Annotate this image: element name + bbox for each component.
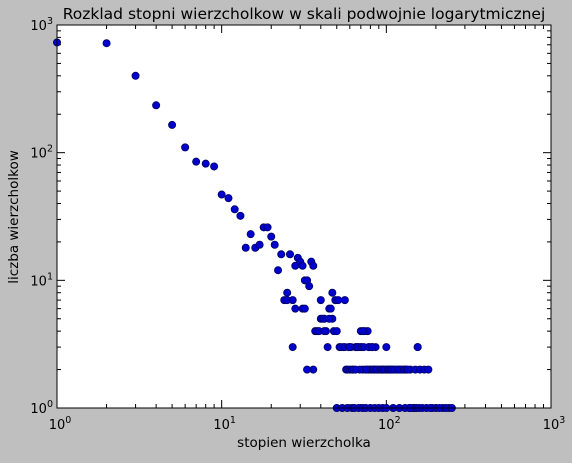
x-tick-label: 102 [378,415,401,433]
data-point [305,282,314,291]
data-point [309,261,318,270]
data-point [192,157,201,166]
axis-ticks [56,25,551,409]
data-point [201,159,210,168]
data-point [285,250,294,259]
tick-labels: 100 101 102 103 100 101 102 103 [30,16,565,433]
data-point [102,39,111,48]
data-point [255,240,264,249]
data-point [424,365,433,374]
data-point [181,143,190,152]
data-point [332,327,341,336]
data-point [283,288,292,297]
data-point [340,296,349,305]
data-point [210,162,219,171]
data-point [328,288,337,297]
chart-title: Rozklad stopni wierzcholkow w skali podw… [63,5,546,23]
x-tick-label: 100 [49,415,72,433]
data-point [274,266,283,275]
y-tick-label: 100 [30,399,53,417]
data-point [325,314,334,323]
data-point [217,190,226,199]
data-point [358,327,367,336]
data-point [345,343,354,352]
data-point [323,343,332,352]
x-axis-label: stopien wierzcholka [237,435,371,451]
data-point [230,205,239,214]
data-point [303,365,312,374]
data-point [403,365,412,374]
data-point [326,304,335,313]
data-point [152,101,161,110]
y-axis-label: liczba wierzcholkow [6,150,22,284]
data-point [246,230,255,239]
data-point [270,240,279,249]
data-point [263,223,272,232]
data-point [334,296,343,305]
data-point [351,365,360,374]
data-point [316,296,325,305]
data-point [277,250,286,259]
y-tick-label: 103 [30,16,53,34]
data-point [288,296,297,305]
x-tick-label: 101 [213,415,236,433]
data-point [241,243,250,252]
plot-frame [56,24,552,409]
data-point [288,343,297,352]
x-tick-label: 103 [543,415,566,433]
data-point [368,343,377,352]
data-point [320,327,329,336]
data-point [236,211,245,220]
data-point [168,120,177,129]
plot-area [57,25,551,408]
data-point [224,194,233,203]
data-point [413,343,422,352]
data-point [267,232,276,241]
y-tick-label: 101 [30,271,53,289]
data-point [131,71,140,80]
data-point [291,304,300,313]
data-point [300,304,309,313]
y-tick-label: 102 [30,144,53,162]
data-point [298,261,307,270]
data-point [382,343,391,352]
